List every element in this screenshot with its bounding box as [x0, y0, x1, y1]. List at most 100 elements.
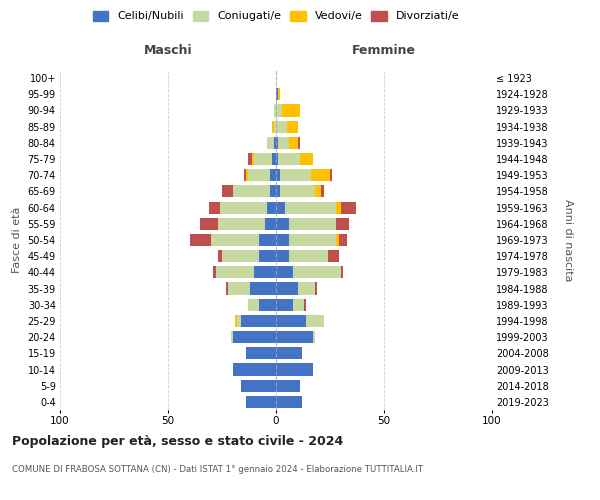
Bar — [338, 234, 347, 246]
Bar — [229, 282, 250, 294]
Bar — [300, 153, 313, 165]
Text: Femmine: Femmine — [352, 44, 416, 57]
Bar — [276, 282, 298, 294]
Bar — [274, 120, 276, 132]
Bar — [259, 250, 276, 262]
Bar — [278, 88, 280, 101]
Bar — [248, 153, 252, 165]
Bar — [246, 396, 276, 408]
Bar — [276, 331, 313, 343]
Bar — [233, 364, 276, 376]
Bar — [235, 315, 237, 327]
Bar — [248, 298, 259, 311]
Bar — [246, 169, 248, 181]
Bar — [298, 137, 300, 149]
Bar — [269, 169, 276, 181]
Bar — [278, 153, 300, 165]
Bar — [276, 298, 293, 311]
Bar — [209, 202, 220, 213]
Bar — [272, 120, 274, 132]
Bar — [276, 153, 278, 165]
Bar — [293, 266, 341, 278]
Bar — [259, 298, 276, 311]
Bar — [304, 298, 306, 311]
Bar — [313, 331, 315, 343]
Y-axis label: Anni di nascita: Anni di nascita — [563, 198, 573, 281]
Y-axis label: Fasce di età: Fasce di età — [12, 207, 22, 273]
Bar — [280, 169, 311, 181]
Bar — [298, 282, 315, 294]
Bar — [341, 202, 356, 213]
Bar — [190, 234, 211, 246]
Bar — [226, 282, 229, 294]
Bar — [233, 331, 276, 343]
Bar — [276, 364, 313, 376]
Bar — [214, 266, 215, 278]
Bar — [337, 234, 338, 246]
Bar — [274, 104, 276, 117]
Bar — [276, 348, 302, 360]
Bar — [237, 315, 241, 327]
Bar — [230, 331, 233, 343]
Bar — [337, 218, 349, 230]
Bar — [289, 250, 328, 262]
Bar — [280, 186, 315, 198]
Bar — [200, 218, 218, 230]
Bar — [284, 202, 337, 213]
Bar — [337, 202, 341, 213]
Bar — [274, 137, 276, 149]
Bar — [241, 380, 276, 392]
Bar — [250, 282, 276, 294]
Bar — [222, 250, 259, 262]
Bar — [218, 250, 222, 262]
Bar — [233, 186, 269, 198]
Bar — [259, 234, 276, 246]
Bar — [276, 315, 306, 327]
Bar — [276, 218, 289, 230]
Bar — [276, 250, 289, 262]
Bar — [276, 169, 280, 181]
Bar — [269, 186, 276, 198]
Bar — [252, 153, 254, 165]
Bar — [322, 186, 323, 198]
Bar — [220, 202, 268, 213]
Bar — [254, 266, 276, 278]
Legend: Celibi/Nubili, Coniugati/e, Vedovi/e, Divorziati/e: Celibi/Nubili, Coniugati/e, Vedovi/e, Di… — [93, 10, 459, 22]
Bar — [306, 315, 323, 327]
Bar — [293, 298, 304, 311]
Bar — [330, 169, 332, 181]
Bar — [222, 186, 233, 198]
Bar — [276, 137, 278, 149]
Bar — [265, 218, 276, 230]
Bar — [244, 169, 246, 181]
Bar — [276, 186, 280, 198]
Bar — [311, 169, 330, 181]
Bar — [278, 137, 289, 149]
Bar — [218, 218, 265, 230]
Bar — [215, 266, 254, 278]
Bar — [276, 202, 284, 213]
Bar — [315, 186, 322, 198]
Bar — [289, 218, 337, 230]
Bar — [246, 348, 276, 360]
Bar — [254, 153, 272, 165]
Bar — [276, 88, 278, 101]
Bar — [283, 104, 300, 117]
Text: Maschi: Maschi — [143, 44, 193, 57]
Bar — [272, 153, 276, 165]
Bar — [248, 169, 269, 181]
Bar — [241, 315, 276, 327]
Bar — [276, 380, 300, 392]
Bar — [315, 282, 317, 294]
Bar — [268, 202, 276, 213]
Bar — [276, 120, 287, 132]
Bar — [211, 234, 259, 246]
Bar — [328, 250, 338, 262]
Bar — [276, 104, 283, 117]
Bar — [289, 234, 337, 246]
Bar — [276, 396, 302, 408]
Bar — [341, 266, 343, 278]
Bar — [268, 137, 274, 149]
Text: Popolazione per età, sesso e stato civile - 2024: Popolazione per età, sesso e stato civil… — [12, 435, 343, 448]
Bar — [276, 234, 289, 246]
